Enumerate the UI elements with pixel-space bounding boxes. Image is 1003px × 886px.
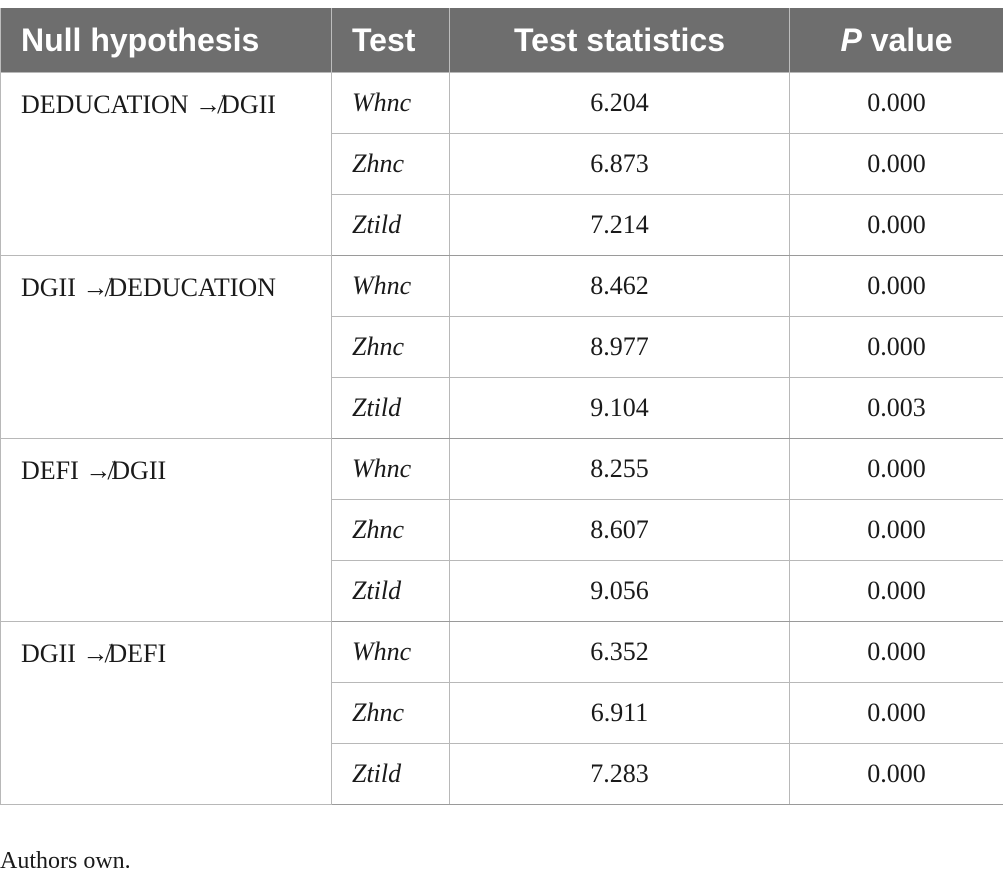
- table-row: Ztild 9.104 0.003: [1, 377, 1003, 439]
- hypothesis-cell: DGII ↛DEFI: [0, 621, 332, 805]
- p-value-cell: 0.000: [789, 743, 1003, 805]
- statistic-cell: 6.352: [449, 621, 790, 683]
- table-header-row: Null hypothesis Test Test statistics P v…: [0, 8, 1003, 73]
- test-cell: Whnc: [331, 621, 450, 683]
- p-value-cell: 0.000: [789, 133, 1003, 195]
- header-p-value: P value: [789, 8, 1003, 73]
- test-cell: Zhnc: [331, 316, 450, 378]
- p-value-cell: 0.000: [789, 560, 1003, 622]
- hypothesis-cell: DEFI ↛DGII: [0, 438, 332, 622]
- header-test: Test: [331, 8, 450, 73]
- test-cell: Zhnc: [331, 499, 450, 561]
- table-row: Ztild 9.056 0.000: [1, 560, 1003, 622]
- p-value-cell: 0.000: [789, 72, 1003, 134]
- statistic-cell: 9.056: [449, 560, 790, 622]
- table-row: DEFI ↛DGII Whnc 8.255 0.000: [0, 438, 1003, 622]
- statistic-cell: 7.214: [449, 194, 790, 256]
- hypothesis-cell: DEDUCATION ↛DGII: [0, 72, 332, 256]
- hypothesis-cell: DGII ↛DEDUCATION: [0, 255, 332, 439]
- test-cell: Whnc: [331, 255, 450, 317]
- granger-causality-table: Null hypothesis Test Test statistics P v…: [0, 8, 1003, 805]
- table-row: DGII ↛DEDUCATION Whnc 8.462 0.000: [0, 255, 1003, 439]
- header-test-statistics: Test statistics: [449, 8, 790, 73]
- test-cell: Whnc: [331, 438, 450, 500]
- table-row: Zhnc 6.873 0.000: [1, 133, 1003, 195]
- statistic-cell: 7.283: [449, 743, 790, 805]
- p-value-cell: 0.000: [789, 621, 1003, 683]
- header-p-italic: P: [840, 21, 862, 58]
- statistic-cell: 9.104: [449, 377, 790, 439]
- table-row: DEDUCATION ↛DGII Whnc 6.204 0.000: [0, 72, 1003, 256]
- table-row: DGII ↛DEFI Whnc 6.352 0.000: [0, 621, 1003, 805]
- p-value-cell: 0.003: [789, 377, 1003, 439]
- statistic-cell: 6.204: [449, 72, 790, 134]
- test-cell: Ztild: [331, 743, 450, 805]
- p-value-cell: 0.000: [789, 255, 1003, 317]
- test-cell: Zhnc: [331, 682, 450, 744]
- test-cell: Zhnc: [331, 133, 450, 195]
- p-value-cell: 0.000: [789, 194, 1003, 256]
- test-cell: Ztild: [331, 194, 450, 256]
- p-value-cell: 0.000: [789, 499, 1003, 561]
- statistic-cell: 6.911: [449, 682, 790, 744]
- header-p-rest: value: [861, 21, 953, 58]
- p-value-cell: 0.000: [789, 316, 1003, 378]
- statistic-cell: 8.462: [449, 255, 790, 317]
- test-cell: Ztild: [331, 560, 450, 622]
- statistic-cell: 8.255: [449, 438, 790, 500]
- test-cell: Whnc: [331, 72, 450, 134]
- header-null-hypothesis: Null hypothesis: [0, 8, 332, 73]
- p-value-cell: 0.000: [789, 438, 1003, 500]
- statistic-cell: 6.873: [449, 133, 790, 195]
- statistic-cell: 8.607: [449, 499, 790, 561]
- table-row: Zhnc 6.911 0.000: [1, 682, 1003, 744]
- table-row: Zhnc 8.977 0.000: [1, 316, 1003, 378]
- table-row: Ztild 7.283 0.000: [1, 743, 1003, 805]
- test-cell: Ztild: [331, 377, 450, 439]
- p-value-cell: 0.000: [789, 682, 1003, 744]
- table-footnote: Authors own.: [0, 848, 131, 874]
- table-row: Zhnc 8.607 0.000: [1, 499, 1003, 561]
- statistic-cell: 8.977: [449, 316, 790, 378]
